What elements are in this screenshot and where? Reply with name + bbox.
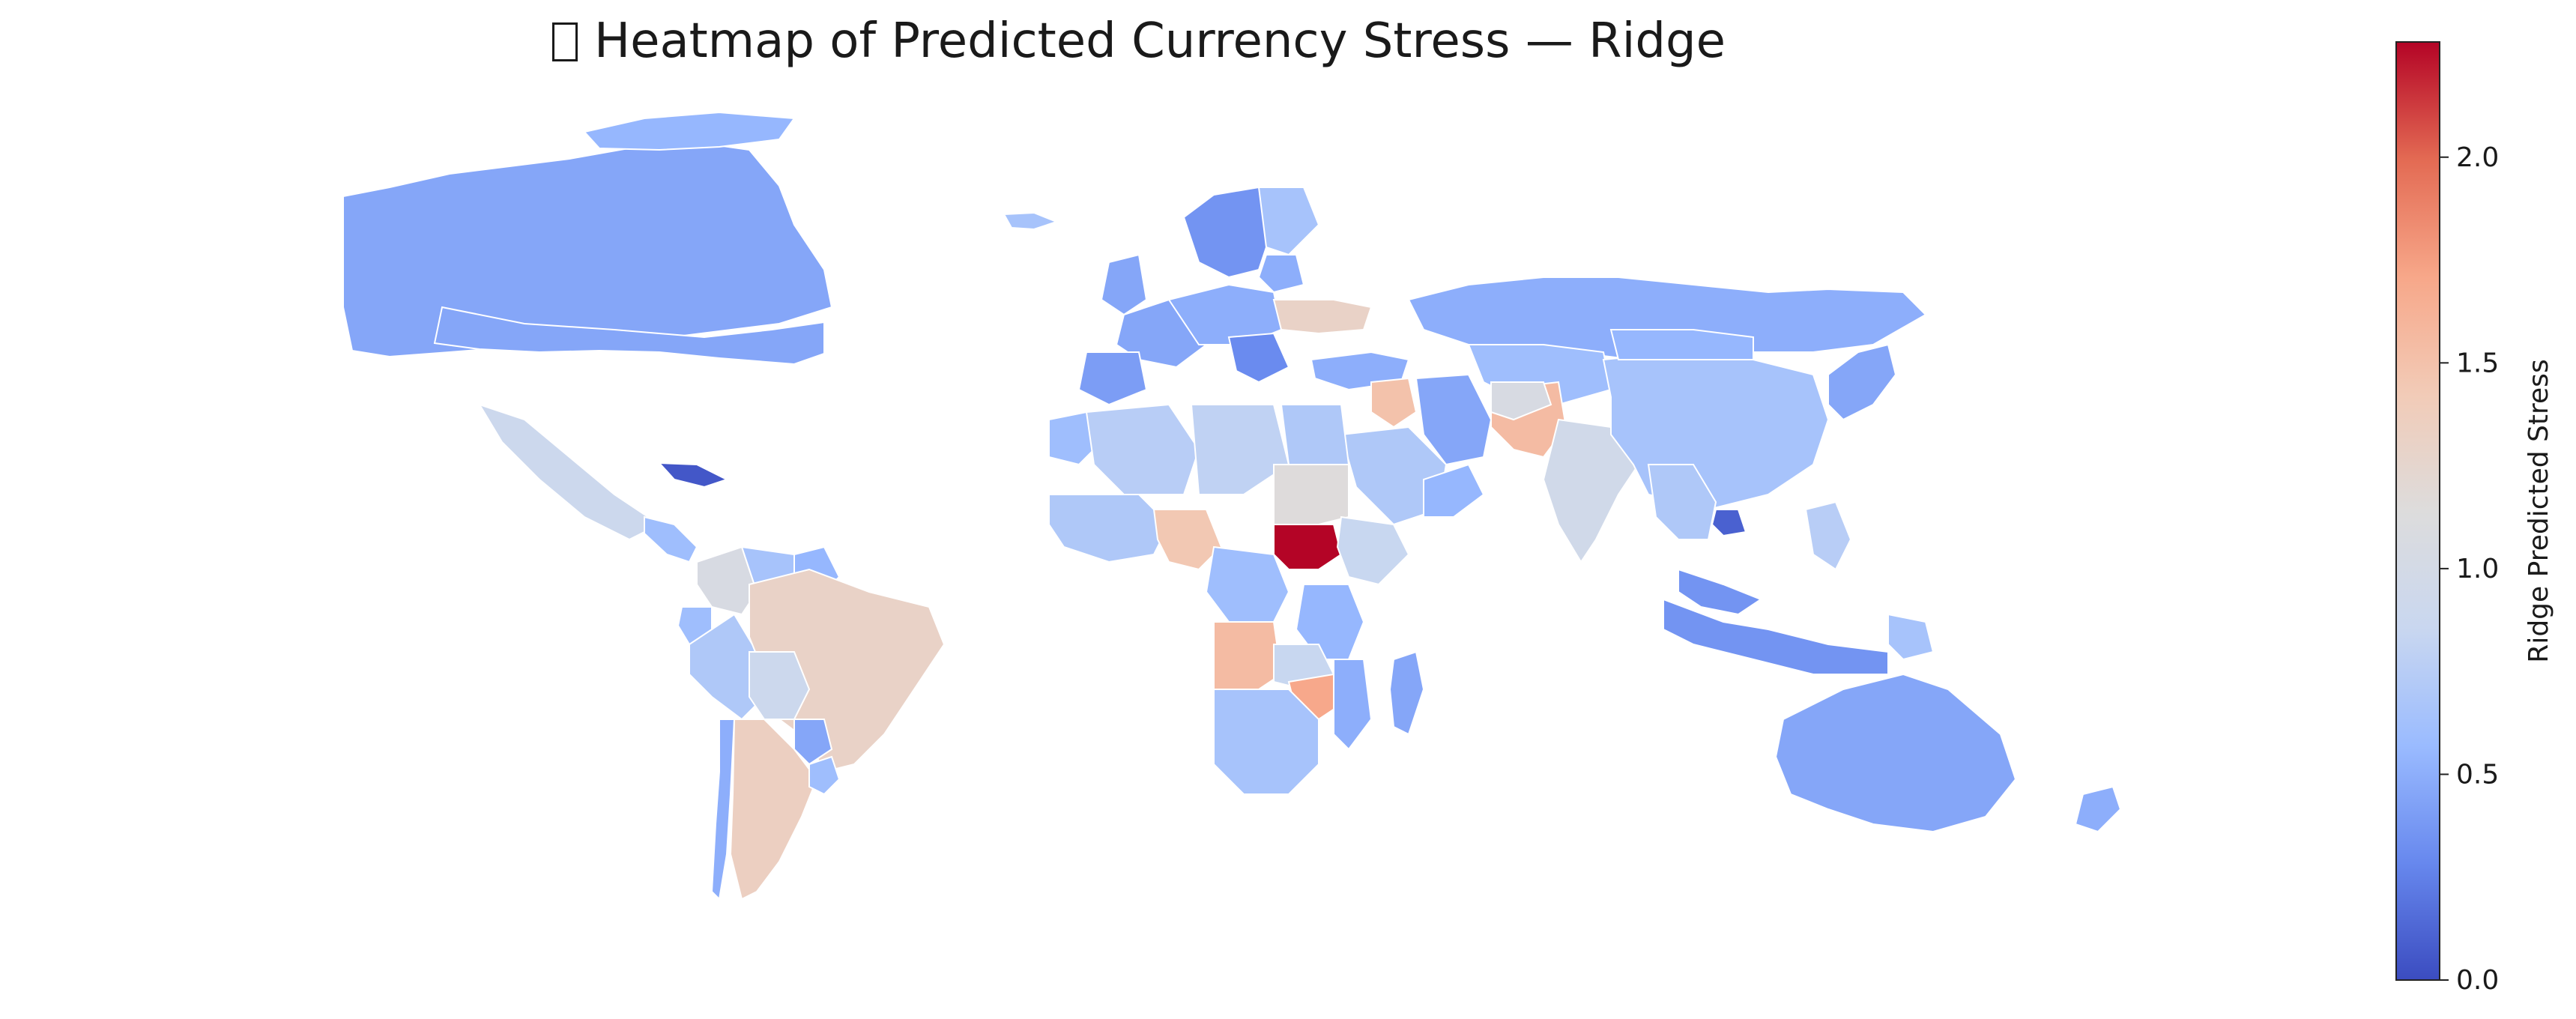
colorbar-gradient (2395, 41, 2440, 981)
country-usa-alaska (433, 306, 825, 366)
country-afghanistan (1490, 381, 1552, 421)
missing-glyph-icon (551, 22, 578, 61)
chart-title: Heatmap of Predicted Currency Stress — R… (0, 13, 2278, 69)
country-greenland-group (583, 111, 796, 151)
country-southern-africa (1213, 689, 1319, 795)
country-sudan (1273, 464, 1349, 525)
country-new-zealand (2074, 785, 2122, 833)
colorbar-tick-label: 0.5 (2456, 759, 2499, 790)
country-cambodia (1711, 509, 1747, 537)
country-australia (1774, 673, 2017, 833)
colorbar-tick-label: 1.5 (2456, 348, 2499, 378)
country-central-africa (1205, 545, 1290, 623)
colorbar-tick-label: 0.0 (2456, 965, 2499, 996)
country-argentina (729, 719, 818, 901)
country-philippines (1804, 501, 1852, 571)
colorbar-tick-label: 1.0 (2456, 554, 2499, 584)
country-libya (1190, 404, 1290, 495)
country-iceland (1003, 211, 1059, 231)
country-canada (342, 141, 833, 358)
country-central-america (644, 515, 698, 563)
country-ethiopia (1336, 515, 1410, 586)
country-mozambique (1333, 659, 1373, 751)
country-chile (710, 719, 736, 901)
colorbar-ticks: 0.0 0.5 1.0 1.5 2.0 (2440, 142, 2499, 996)
country-iberia (1077, 351, 1148, 406)
country-peru (689, 613, 766, 721)
country-layer (342, 111, 2122, 901)
country-balkans (1227, 332, 1290, 384)
country-south-sudan (1273, 524, 1343, 570)
country-iran (1415, 373, 1493, 466)
country-ukraine (1272, 299, 1373, 335)
country-mongolia (1609, 329, 1754, 360)
country-paraguay (793, 719, 833, 766)
country-png (1887, 613, 1935, 661)
country-malaysia (1678, 568, 1763, 616)
country-uruguay (808, 755, 841, 796)
chart-title-text: Heatmap of Predicted Currency Stress — R… (593, 13, 1726, 69)
country-indonesia (1663, 598, 1889, 675)
country-nigeria (1152, 509, 1223, 571)
country-west-africa (1048, 494, 1170, 563)
country-baltics (1257, 254, 1305, 294)
country-cuba (657, 462, 729, 489)
colorbar-label: Ridge Predicted Stress (2524, 359, 2554, 662)
country-china (1602, 351, 1830, 511)
country-angola (1213, 621, 1283, 690)
country-mexico (477, 403, 661, 541)
country-madagascar (1388, 650, 1425, 736)
country-uk-ireland (1100, 253, 1148, 316)
country-korea-japan (1827, 343, 1897, 421)
country-algeria (1085, 403, 1200, 495)
country-iraq (1370, 377, 1418, 429)
country-finland (1257, 187, 1320, 256)
country-southeast-asia (1647, 464, 1717, 540)
colorbar-tick-label: 2.0 (2456, 142, 2499, 173)
country-oman-yemen (1423, 463, 1485, 518)
colorbar: 0.0 0.5 1.0 1.5 2.0 Ridge Predicted Stress (2395, 41, 2554, 996)
